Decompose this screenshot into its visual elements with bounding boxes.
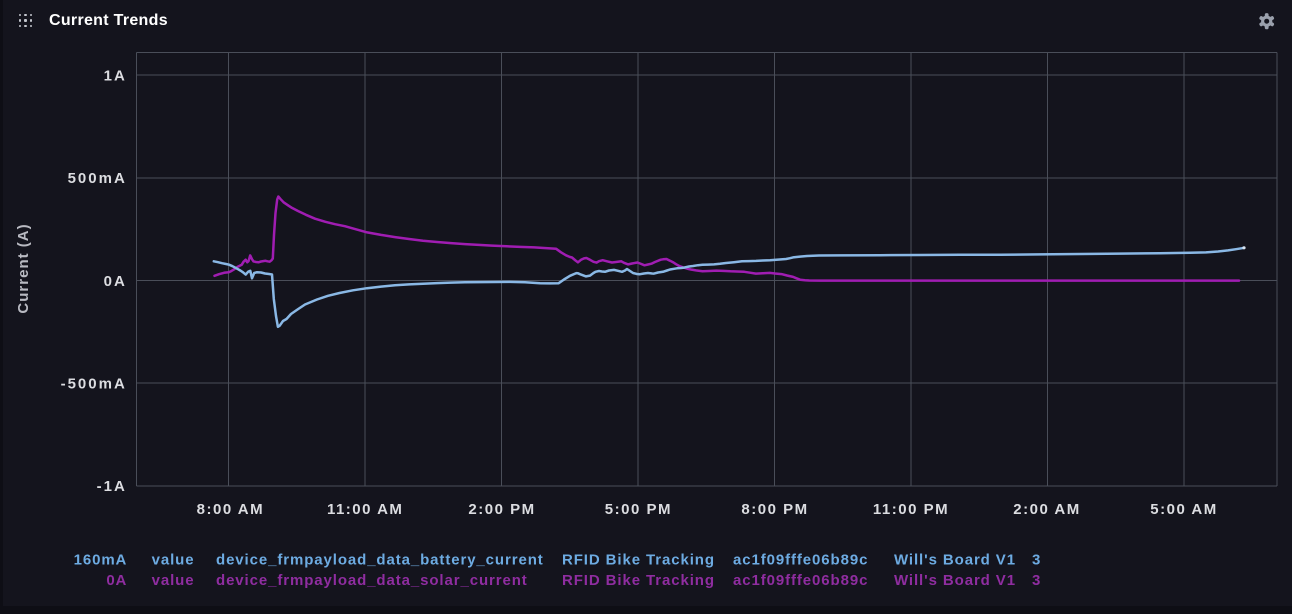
svg-text:3: 3 [1032, 572, 1041, 589]
svg-text:device_frmpayload_data_battery: device_frmpayload_data_battery_current [216, 552, 544, 569]
svg-text:3: 3 [1032, 552, 1041, 569]
svg-text:Will's Board V1: Will's Board V1 [894, 552, 1016, 569]
svg-text:0A: 0A [106, 572, 127, 589]
svg-text:5:00 PM: 5:00 PM [605, 501, 672, 518]
svg-text:Will's Board V1: Will's Board V1 [894, 572, 1016, 589]
svg-text:-1A: -1A [97, 478, 127, 495]
svg-text:2:00 PM: 2:00 PM [468, 501, 535, 518]
svg-text:ac1f09fffe06b89c: ac1f09fffe06b89c [733, 572, 868, 589]
svg-text:ac1f09fffe06b89c: ac1f09fffe06b89c [733, 552, 868, 569]
svg-text:2:00 AM: 2:00 AM [1013, 501, 1080, 518]
svg-text:value: value [152, 552, 195, 569]
svg-text:Current (A): Current (A) [15, 223, 32, 313]
svg-text:RFID Bike Tracking: RFID Bike Tracking [562, 572, 715, 589]
svg-text:value: value [152, 572, 195, 589]
svg-text:5:00 AM: 5:00 AM [1150, 501, 1217, 518]
svg-text:11:00 PM: 11:00 PM [873, 501, 949, 518]
svg-text:8:00 AM: 8:00 AM [197, 501, 264, 518]
svg-text:1A: 1A [104, 68, 127, 85]
svg-text:500mA: 500mA [68, 170, 127, 187]
svg-text:-500mA: -500mA [61, 376, 127, 393]
svg-text:8:00 PM: 8:00 PM [741, 501, 808, 518]
svg-text:11:00 AM: 11:00 AM [327, 501, 403, 518]
svg-text:device_frmpayload_data_solar_c: device_frmpayload_data_solar_current [216, 572, 528, 589]
svg-text:RFID Bike Tracking: RFID Bike Tracking [562, 552, 715, 569]
svg-text:160mA: 160mA [74, 552, 128, 569]
svg-text:0A: 0A [104, 273, 127, 290]
